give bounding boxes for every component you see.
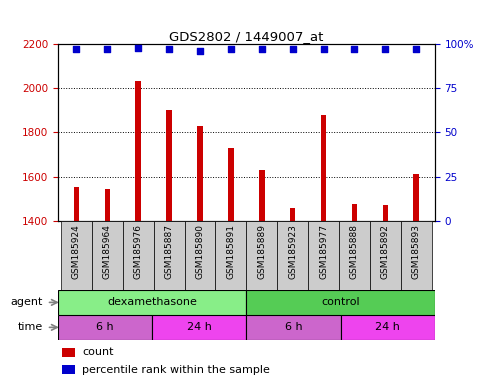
Bar <box>135 81 141 221</box>
Bar <box>62 348 75 357</box>
Bar <box>152 315 246 340</box>
Text: GSM185924: GSM185924 <box>72 224 81 279</box>
Bar <box>259 170 265 221</box>
Text: GSM185889: GSM185889 <box>257 224 266 279</box>
Point <box>382 46 389 53</box>
Text: GSM185893: GSM185893 <box>412 224 421 279</box>
Bar <box>166 111 172 221</box>
Text: GSM185976: GSM185976 <box>134 224 143 279</box>
FancyBboxPatch shape <box>123 221 154 290</box>
Bar <box>105 189 110 221</box>
Bar <box>383 205 388 221</box>
Text: time: time <box>18 322 43 333</box>
Text: GSM185892: GSM185892 <box>381 224 390 279</box>
Bar <box>246 315 341 340</box>
Text: GSM185923: GSM185923 <box>288 224 297 279</box>
Bar <box>58 290 246 315</box>
Point <box>165 46 173 53</box>
Bar <box>246 290 435 315</box>
FancyBboxPatch shape <box>277 221 308 290</box>
Text: 6 h: 6 h <box>284 322 302 333</box>
Point <box>258 46 266 53</box>
FancyBboxPatch shape <box>61 221 92 290</box>
Bar <box>290 208 296 221</box>
Text: 24 h: 24 h <box>187 322 212 333</box>
Text: GSM185890: GSM185890 <box>196 224 204 279</box>
FancyBboxPatch shape <box>215 221 246 290</box>
Bar <box>341 315 435 340</box>
Text: GSM185888: GSM185888 <box>350 224 359 279</box>
FancyBboxPatch shape <box>339 221 370 290</box>
Bar <box>352 204 357 221</box>
Title: GDS2802 / 1449007_at: GDS2802 / 1449007_at <box>169 30 324 43</box>
FancyBboxPatch shape <box>401 221 432 290</box>
Text: agent: agent <box>11 297 43 308</box>
Text: dexamethasone: dexamethasone <box>107 297 197 308</box>
Text: GSM185891: GSM185891 <box>227 224 235 279</box>
Text: GSM185887: GSM185887 <box>165 224 173 279</box>
Bar <box>74 187 79 221</box>
Bar <box>197 126 203 221</box>
Point <box>134 45 142 51</box>
Point <box>351 46 358 53</box>
Bar <box>62 365 75 374</box>
FancyBboxPatch shape <box>185 221 215 290</box>
Text: GSM185964: GSM185964 <box>103 224 112 279</box>
Text: 24 h: 24 h <box>375 322 400 333</box>
Bar <box>413 174 419 221</box>
Text: control: control <box>321 297 360 308</box>
Point <box>196 48 204 54</box>
FancyBboxPatch shape <box>92 221 123 290</box>
Point <box>103 46 111 53</box>
Bar <box>58 315 152 340</box>
Point <box>227 46 235 53</box>
Text: percentile rank within the sample: percentile rank within the sample <box>83 364 270 375</box>
FancyBboxPatch shape <box>370 221 401 290</box>
FancyBboxPatch shape <box>154 221 185 290</box>
Point <box>320 46 327 53</box>
Bar <box>228 148 234 221</box>
FancyBboxPatch shape <box>246 221 277 290</box>
Point <box>412 46 420 53</box>
Text: 6 h: 6 h <box>96 322 114 333</box>
Text: count: count <box>83 347 114 358</box>
Bar <box>321 115 327 221</box>
Point <box>289 46 297 53</box>
Text: GSM185977: GSM185977 <box>319 224 328 279</box>
Point <box>72 46 80 53</box>
FancyBboxPatch shape <box>308 221 339 290</box>
